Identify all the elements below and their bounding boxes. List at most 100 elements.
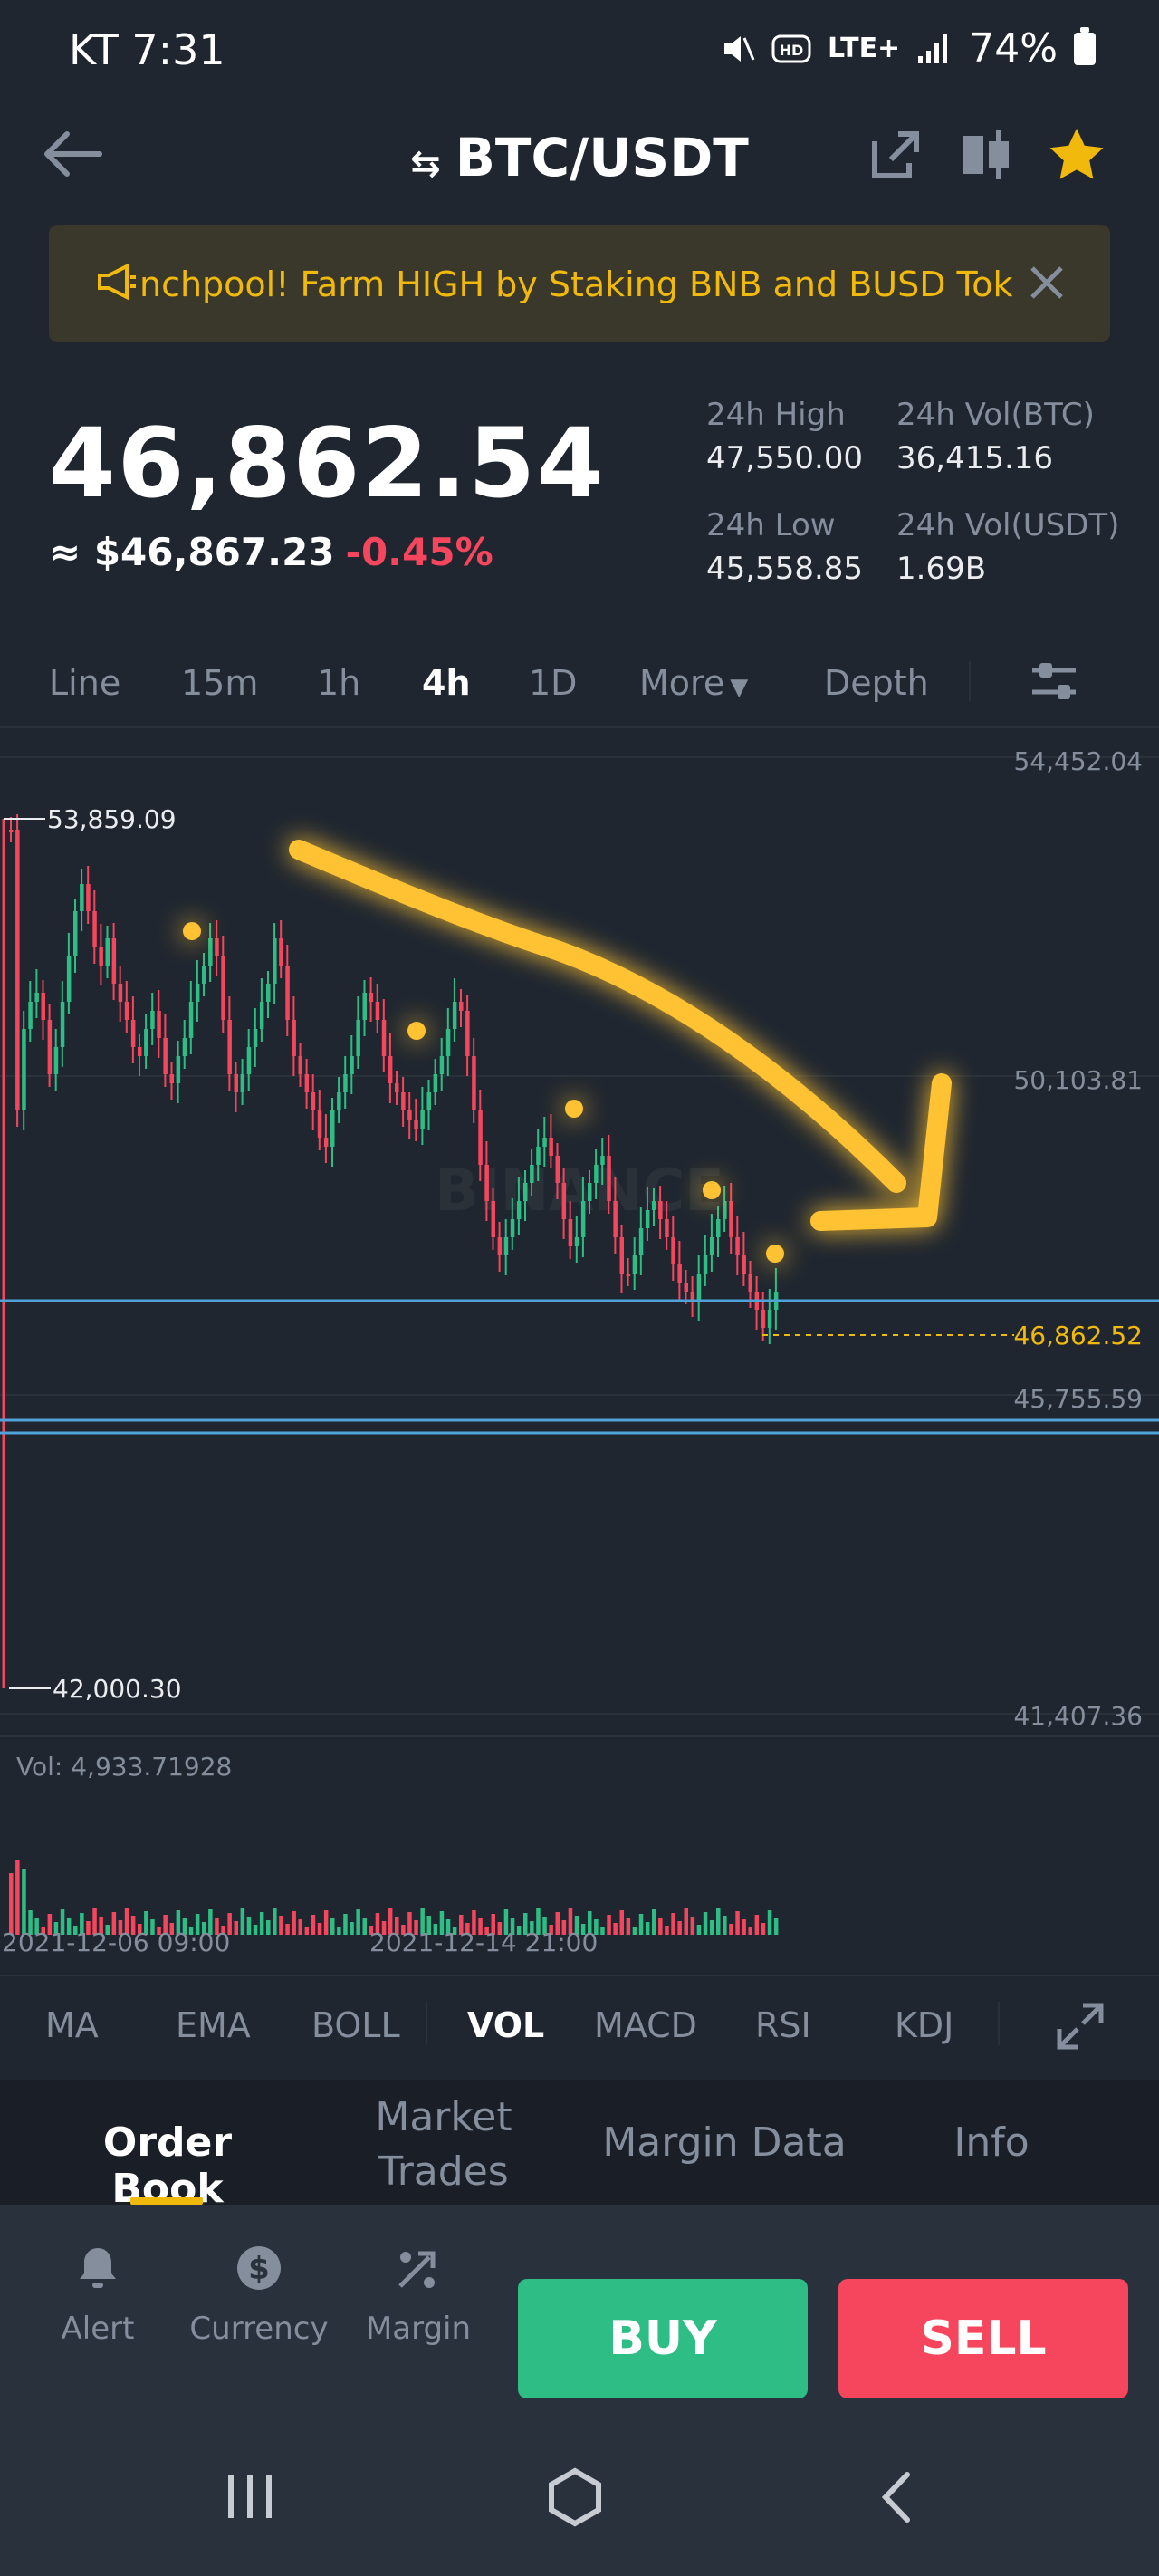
volume-divider [0,1735,1159,1737]
buy-button[interactable]: BUY [518,2279,808,2398]
current-price-label: 46,862.52 [1013,1321,1143,1350]
candle-body [472,1056,476,1110]
recent-apps-icon[interactable] [221,2469,279,2523]
tab-market-trades[interactable]: Market Trades [344,2091,543,2199]
close-icon[interactable] [1020,255,1074,310]
candle-body [375,1002,380,1020]
volume-bar [388,1908,393,1935]
tab-line[interactable]: Line [49,663,121,703]
sell-button[interactable]: SELL [838,2279,1128,2398]
candle-body [337,1092,341,1110]
candle-body [22,1029,26,1110]
order-tabs: Order Book Market Trades Margin Data Inf… [0,2080,1159,2212]
megaphone-icon [98,263,136,301]
tab-rsi[interactable]: RSI [755,2005,811,2045]
volume-bar [34,1918,39,1935]
candle-body [658,1201,663,1219]
volume-bar [761,1923,766,1935]
tab-15m[interactable]: 15m [181,663,259,703]
candle-body [497,1237,503,1255]
margin-button[interactable]: Margin [346,2243,491,2347]
svg-text:$: $ [248,2251,270,2287]
tab-1h[interactable]: 1h [317,663,361,703]
tab-vol[interactable]: VOL [467,2005,545,2045]
volume-bar [626,1918,631,1935]
candle-body [80,884,84,911]
tab-ema[interactable]: EMA [176,2005,251,2045]
volume-bar [484,1927,489,1935]
tab-info[interactable]: Info [953,2119,1030,2166]
pair-selector[interactable]: ⇆ BTC/USDT [0,127,1159,188]
home-icon[interactable] [543,2465,607,2529]
hd-icon: HD [771,34,811,62]
tab-1d[interactable]: 1D [529,663,578,703]
volume-bar [773,1918,779,1935]
last-price: 46,862.54 [49,408,606,519]
back-icon[interactable] [875,2465,920,2529]
annotation-dot [703,1181,721,1199]
volume-bar [613,1923,618,1935]
volume-bar [215,1918,219,1935]
candle-body [157,1011,161,1038]
volume-bar [362,1918,367,1935]
share-icon[interactable] [864,123,927,187]
annotation-dot [407,1022,426,1040]
candle-body [665,1219,669,1237]
volume-bar [407,1912,412,1935]
candle-body [677,1264,682,1283]
indicator-divider [998,2002,1000,2045]
volume-bar [542,1917,547,1935]
tab-margin-data[interactable]: Margin Data [602,2119,847,2166]
volume-bar [497,1922,503,1935]
candle-body [549,1138,553,1156]
candlestick-icon[interactable] [954,123,1018,187]
candle-body [645,1210,650,1228]
volume-bar [150,1919,155,1935]
alert-button[interactable]: Alert [25,2243,170,2347]
volume-bar [723,1916,727,1935]
star-icon[interactable] [1045,123,1108,187]
tab-more[interactable]: More ▼ [639,663,748,703]
candle-body [709,1237,714,1255]
announcement-banner[interactable]: nchpool! Farm HIGH by Staking BNB and BU… [49,225,1110,342]
tab-boll[interactable]: BOLL [311,2005,400,2045]
volume-bar [124,1908,129,1935]
candle-body [163,1038,168,1074]
current-price-tag [1014,1315,1159,1355]
tab-depth[interactable]: Depth [824,663,929,703]
volume-bar [28,1910,33,1935]
candle-body [298,1056,302,1074]
candle-body [723,1201,727,1219]
volume-bar [375,1913,380,1935]
back-arrow-icon[interactable] [36,118,109,190]
fullscreen-icon[interactable] [1054,2000,1106,2052]
pair-title-text: BTC/USDT [455,127,749,188]
app-header: ⇆ BTC/USDT [0,100,1159,208]
candle-body [195,984,200,1002]
volume-bar [86,1921,91,1935]
tab-4h[interactable]: 4h [422,663,471,703]
currency-button[interactable]: $ Currency [187,2243,331,2347]
margin-icon [398,2251,436,2288]
candlestick-chart[interactable]: BINANCE 53,859.09 42,000.30 54,452.04 50… [0,730,1159,1735]
volume-bar [735,1911,740,1935]
volume-bar [144,1911,148,1935]
volume-bar [221,1926,225,1935]
swap-icon: ⇆ [410,143,441,185]
horizontal-lines [0,1299,1159,1435]
tab-macd[interactable]: MACD [594,2005,697,2045]
chart-settings-icon[interactable] [1027,656,1081,706]
volume-bar [574,1916,580,1935]
annotation-dot [766,1245,784,1263]
candle-body [742,1255,746,1274]
tab-kdj[interactable]: KDJ [895,2005,954,2045]
volume-bar [395,1917,399,1935]
price-axis: 54,452.04 50,103.81 45,755.59 41,407.36 [1013,746,1143,1731]
candle-body [279,938,283,966]
candle-body [292,1020,296,1056]
tab-ma[interactable]: MA [45,2005,99,2045]
candle-body [118,984,123,1002]
volume-bar [568,1908,573,1935]
candle-body [182,1038,187,1056]
candle-body [761,1310,766,1328]
